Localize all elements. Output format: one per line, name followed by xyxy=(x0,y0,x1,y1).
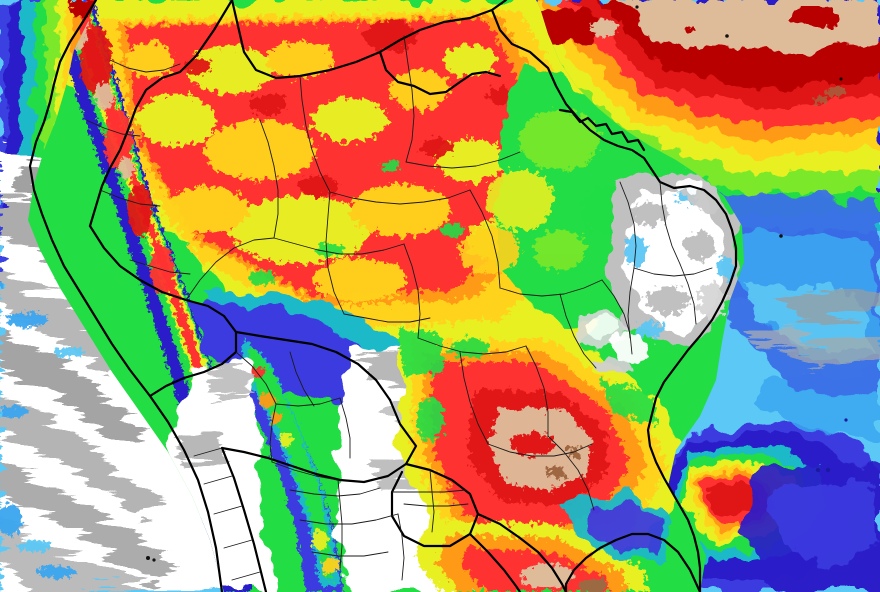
map-edge-artifacts xyxy=(635,5,843,238)
gray-white-dry-inlets xyxy=(596,87,880,378)
state-borders-layer xyxy=(85,35,713,581)
itcz-precipitation-band xyxy=(446,0,880,300)
